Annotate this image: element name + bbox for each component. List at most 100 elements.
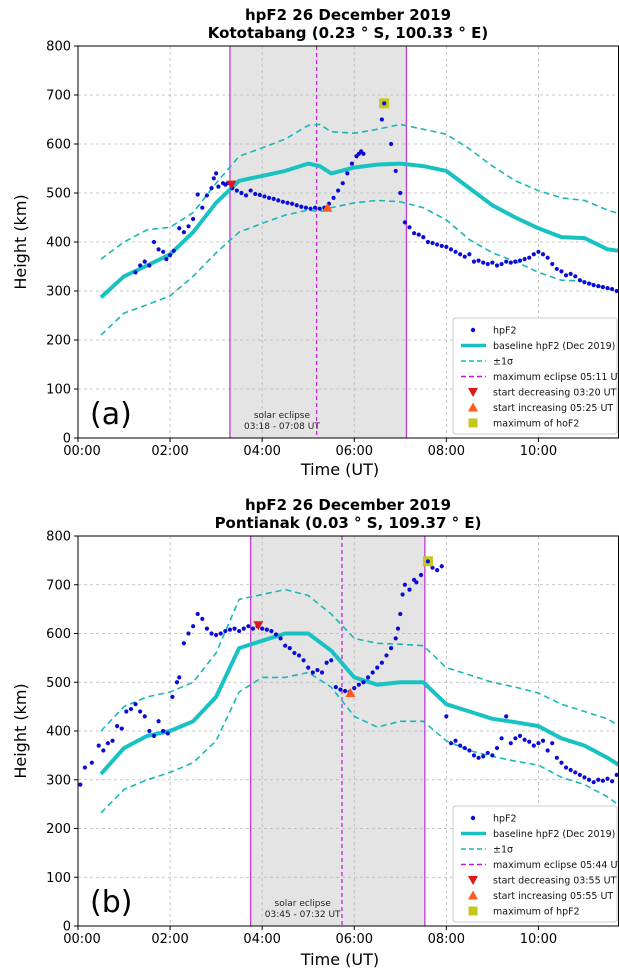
data-point (467, 748, 472, 753)
data-point (412, 231, 417, 236)
data-point (232, 626, 237, 631)
legend-key-start-decreasing (468, 388, 478, 397)
chart-title: hpF2 26 December 2019 (245, 6, 451, 24)
data-point (292, 650, 297, 656)
data-point (586, 281, 592, 286)
data-point (338, 687, 343, 692)
data-point (462, 254, 467, 259)
data-point (209, 186, 214, 191)
data-point (504, 714, 509, 719)
legend-key-maximum (468, 906, 478, 916)
y-tick-label: 500 (46, 676, 71, 691)
data-point (303, 205, 309, 210)
data-point (294, 203, 299, 208)
chart-title: hpF2 26 December 2019 (245, 496, 451, 514)
data-point (448, 247, 454, 252)
legend-entry: baseline hpF2 (Dec 2019) (493, 829, 615, 840)
data-point (361, 680, 366, 685)
y-tick-label: 0 (63, 920, 71, 935)
data-point (211, 176, 216, 181)
data-point (430, 240, 435, 246)
legend-entry: maximum eclipse 05:44 UT (493, 860, 619, 871)
data-point (550, 741, 555, 746)
legend-box (452, 805, 618, 923)
data-point (527, 255, 532, 260)
data-point (324, 660, 329, 665)
data-point (573, 770, 578, 775)
data-point (301, 658, 306, 663)
legend-entry: hpF2 (493, 814, 517, 825)
data-point (342, 688, 348, 694)
data-point (471, 259, 477, 264)
data-point (177, 675, 182, 680)
data-point (151, 239, 157, 245)
data-point (490, 260, 495, 265)
data-point (435, 242, 440, 247)
data-point (204, 626, 210, 631)
data-point (174, 680, 180, 685)
data-point (262, 194, 267, 199)
data-point (336, 188, 341, 193)
data-point (481, 754, 486, 759)
data-point (536, 741, 541, 746)
data-point (550, 261, 555, 267)
maximum-point (382, 101, 387, 106)
data-point (605, 285, 610, 291)
data-point (485, 261, 490, 267)
data-point (331, 195, 336, 200)
data-point (250, 626, 256, 631)
data-point (591, 780, 596, 785)
data-point (147, 263, 152, 268)
data-point (161, 728, 166, 734)
data-point (82, 765, 88, 770)
data-point (181, 641, 186, 646)
data-point (289, 201, 295, 206)
data-point (313, 205, 318, 210)
data-point (280, 199, 285, 204)
data-point (349, 161, 355, 166)
data-point (513, 736, 518, 741)
data-point (319, 670, 325, 675)
data-point (177, 226, 182, 231)
data-point (421, 235, 426, 240)
data-point (214, 632, 219, 638)
data-point (476, 755, 481, 760)
y-tick-label: 400 (46, 236, 71, 251)
legend-key-hpf2 (470, 815, 476, 821)
data-point (494, 745, 500, 751)
data-point (329, 658, 334, 663)
y-tick-label: 500 (46, 187, 71, 202)
data-point (78, 782, 83, 787)
data-point (577, 278, 582, 283)
data-point (481, 260, 486, 265)
data-point (540, 738, 546, 743)
data-point (591, 283, 596, 288)
data-point (614, 772, 619, 777)
y-tick-label: 100 (46, 383, 71, 398)
x-tick-label: 00:00 (63, 932, 100, 947)
data-point (283, 643, 288, 648)
data-point (356, 682, 361, 687)
data-point (453, 249, 458, 254)
x-tick-label: 06:00 (336, 932, 373, 947)
data-point (257, 192, 262, 198)
baseline-line (99, 631, 619, 776)
data-point (200, 616, 205, 621)
data-point (471, 753, 477, 758)
data-point (513, 259, 518, 264)
data-point (214, 171, 219, 176)
y-tick-label: 300 (46, 285, 71, 300)
data-point (165, 731, 170, 736)
data-point (156, 719, 161, 724)
data-point (266, 195, 272, 200)
data-point (430, 565, 435, 570)
panel-label: (b) (90, 885, 132, 920)
data-point (485, 750, 490, 756)
data-point (439, 564, 444, 569)
legend-entry: ±1σ (493, 845, 513, 856)
data-point (499, 736, 504, 741)
data-point (563, 273, 569, 278)
data-point (462, 745, 467, 751)
x-axis-label: Time (UT) (300, 460, 379, 479)
